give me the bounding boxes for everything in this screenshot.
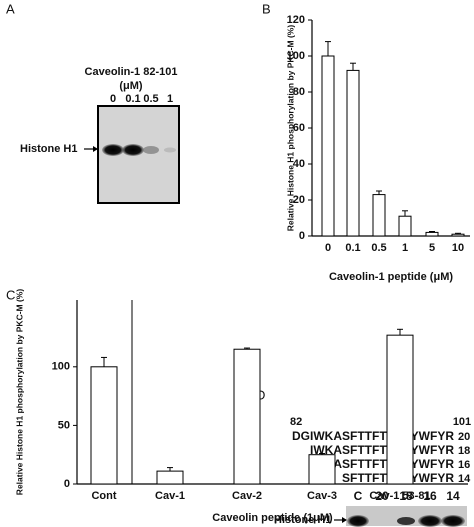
blot-unit: (μM) [119,80,143,92]
peptide-sequence: IWKASFTTFTVTKYWFYR [310,443,454,457]
x-tick-label: 10 [452,242,464,254]
bar [386,334,414,485]
y-tick-label: 40 [293,158,305,170]
bar [451,233,465,237]
band-label: Histone H1 [20,143,77,155]
x-tick-label: Cont [91,490,116,502]
bar [321,55,335,237]
y-tick-label: 100 [287,50,305,62]
x-tick-label: 0.1 [345,242,360,254]
peptide-length: 18 [458,445,470,457]
bar [90,366,118,485]
y-tick-label: 80 [293,86,305,98]
y-axis-label: Relative Histone H1 phosphorylation by P… [14,289,24,496]
x-tick-label: 0.5 [371,242,386,254]
bar [398,215,412,237]
y-tick-label: 0 [299,230,305,242]
x-tick-label: Cav-3 [307,490,337,502]
y-tick-label: 50 [58,419,70,431]
y-tick-label: 120 [287,14,305,26]
y-tick-label: 20 [293,194,305,206]
band [397,517,415,525]
blot-title: Caveolin-1 82-101 [85,66,178,78]
band-label: Histone H1 [274,514,331,526]
band [122,144,144,156]
panel-label: A [6,1,15,16]
peptide-length: 20 [458,431,470,443]
x-axis-label: Caveolin-1 peptide (μM) [329,271,453,283]
x-tick-label: Cav-1 53-81 [369,490,430,502]
panel-label: B [262,1,271,16]
lane-label: 18 [399,489,413,503]
peptide-length: 14 [458,473,471,485]
panel-label: D [256,387,265,402]
lane-label: 0 [110,93,116,105]
band [441,515,465,527]
y-tick-label: 100 [52,361,70,373]
seq-start: 82 [290,416,302,428]
lane-label: 16 [423,489,437,503]
peptide-length: 16 [458,459,470,471]
x-tick-label: 5 [429,242,435,254]
y-tick-label: 60 [293,122,305,134]
x-axis-label: Caveolin peptide (1μM) [212,512,333,524]
band [164,147,176,153]
bar [233,348,261,485]
lane-label: 0.5 [143,93,158,105]
bar [372,194,386,237]
x-tick-label: Cav-2 [232,490,262,502]
bar [346,69,360,237]
band [143,146,159,154]
lane-label: 20 [375,489,389,503]
lane-label: C [354,489,363,503]
band [102,144,124,156]
arrow-head [93,146,98,152]
panel-label: C [6,287,15,302]
bar [308,454,336,485]
x-tick-label: 1 [402,242,408,254]
band [347,515,369,527]
y-tick-label: 0 [64,478,70,490]
arrow-head [342,517,347,523]
lane-label: 14 [446,489,460,503]
seq-end: 101 [453,416,471,428]
lane-label: 1 [167,93,173,105]
x-tick-label: 0 [325,242,331,254]
band [418,515,442,527]
lane-label: 0.1 [125,93,140,105]
bar [425,231,439,237]
y-axis-label: Relative Histone H1 phosphorylation by P… [285,25,295,232]
x-tick-label: Cav-1 [155,490,185,502]
peptide-sequence: DGIWKASFTTFTVTKYWFYR [292,429,454,443]
bar [156,470,184,485]
